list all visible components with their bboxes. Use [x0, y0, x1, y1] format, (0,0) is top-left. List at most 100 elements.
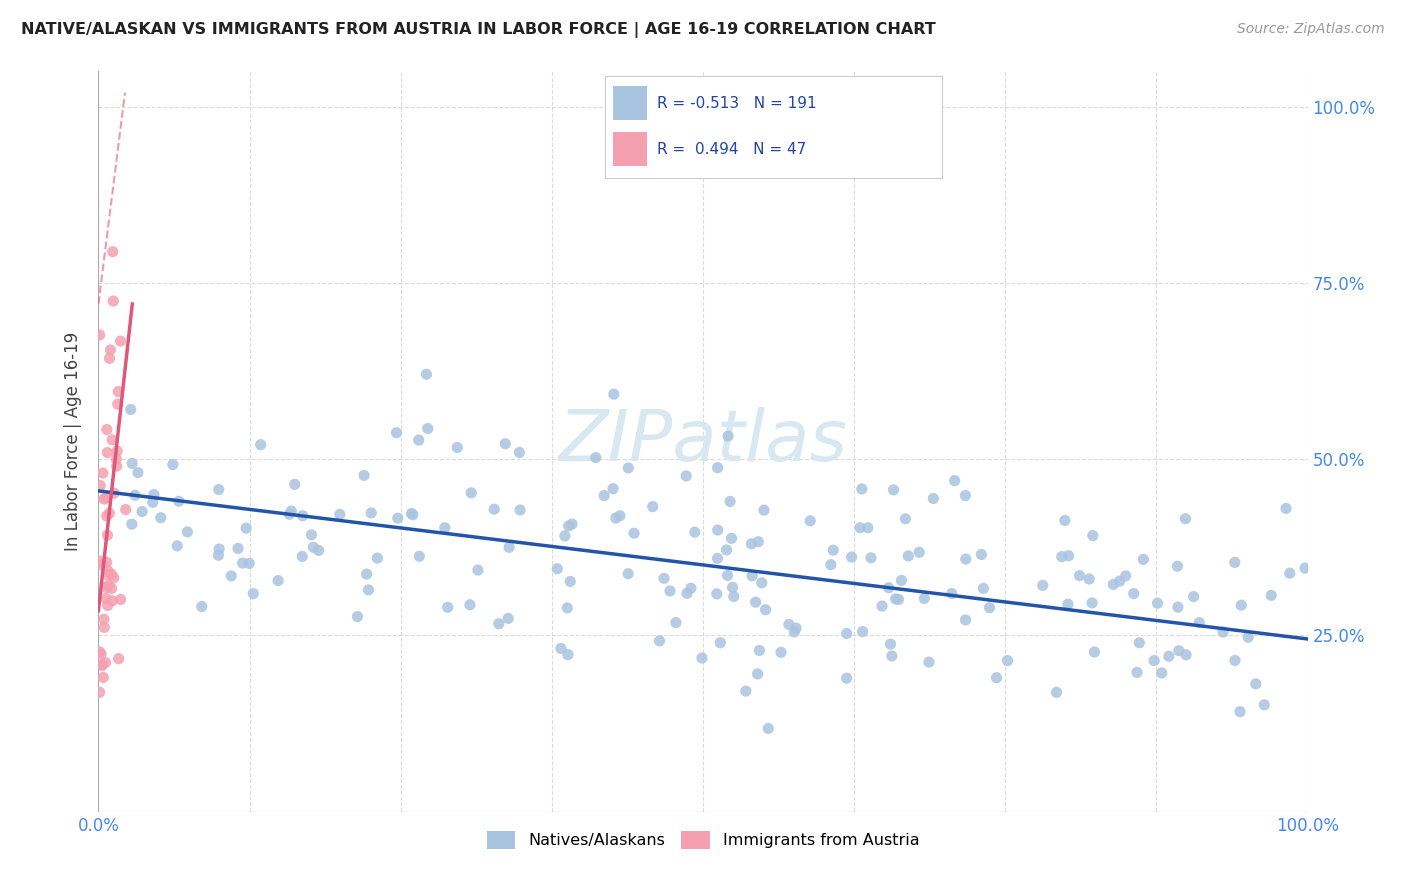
Point [105, 452, 128, 467]
Point [408, 433, 430, 447]
Point [1102, 577, 1125, 591]
Point [91, 670, 114, 684]
Point [943, 474, 966, 488]
Point [1045, 685, 1067, 699]
Point [1157, 649, 1180, 664]
Point [778, 617, 800, 632]
Point [849, 521, 872, 535]
Point [446, 441, 468, 455]
Point [706, 523, 728, 537]
Point [717, 568, 740, 582]
Point [747, 667, 769, 681]
Point [142, 495, 165, 509]
Point [415, 368, 437, 382]
Point [751, 575, 773, 590]
Text: R = -0.513   N = 191: R = -0.513 N = 191 [657, 96, 817, 111]
Point [734, 684, 756, 698]
Point [1032, 578, 1054, 592]
Point [100, 582, 122, 596]
Point [401, 507, 423, 521]
Point [107, 651, 129, 665]
Point [820, 558, 842, 572]
Point [799, 514, 821, 528]
Point [488, 616, 510, 631]
Point [554, 529, 576, 543]
Point [103, 293, 125, 308]
Point [356, 567, 378, 582]
Point [723, 590, 745, 604]
Point [329, 508, 352, 522]
Point [162, 458, 184, 472]
Point [859, 550, 882, 565]
Point [93, 491, 115, 506]
Point [232, 556, 254, 570]
Point [89, 554, 111, 568]
Point [783, 624, 806, 639]
Point [460, 485, 482, 500]
Text: NATIVE/ALASKAN VS IMMIGRANTS FROM AUSTRIA IN LABOR FORCE | AGE 16-19 CORRELATION: NATIVE/ALASKAN VS IMMIGRANTS FROM AUSTRI… [21, 22, 936, 38]
Point [299, 528, 322, 542]
Point [1174, 512, 1197, 526]
Point [98, 506, 121, 520]
Point [741, 569, 763, 583]
Point [387, 511, 409, 525]
Point [852, 624, 875, 639]
Point [870, 599, 893, 613]
Point [93, 620, 115, 634]
Point [658, 584, 681, 599]
Point [997, 654, 1019, 668]
Point [346, 609, 368, 624]
Point [96, 509, 118, 524]
Point [665, 615, 688, 630]
Point [823, 543, 845, 558]
Point [1057, 597, 1080, 611]
Point [679, 581, 702, 595]
Point [416, 421, 439, 435]
Point [1166, 559, 1188, 574]
Point [91, 466, 114, 480]
Point [166, 539, 188, 553]
Point [1223, 555, 1246, 569]
Point [1057, 549, 1080, 563]
Bar [613, 132, 647, 166]
Point [752, 503, 775, 517]
Point [550, 641, 572, 656]
Point [1083, 645, 1105, 659]
Point [1188, 615, 1211, 630]
Point [94, 491, 117, 505]
Point [103, 486, 125, 500]
Point [207, 548, 229, 562]
Point [357, 582, 380, 597]
Point [856, 521, 879, 535]
Point [482, 502, 505, 516]
Point [835, 626, 858, 640]
Point [1182, 590, 1205, 604]
Point [242, 587, 264, 601]
Point [235, 521, 257, 535]
Point [94, 591, 117, 606]
Text: Source: ZipAtlas.com: Source: ZipAtlas.com [1237, 22, 1385, 37]
Point [709, 636, 731, 650]
Point [280, 504, 302, 518]
Point [238, 557, 260, 571]
Point [546, 562, 568, 576]
Point [1294, 561, 1316, 575]
Point [1126, 665, 1149, 680]
Point [706, 587, 728, 601]
Point [249, 438, 271, 452]
Point [841, 550, 863, 565]
Point [97, 564, 120, 578]
Point [96, 528, 118, 542]
Point [882, 483, 904, 497]
Point [226, 541, 249, 556]
Point [97, 567, 120, 582]
Point [96, 555, 118, 569]
Point [1260, 588, 1282, 602]
Point [149, 510, 172, 524]
Point [302, 541, 325, 555]
Point [1108, 574, 1130, 589]
Point [603, 387, 626, 401]
Point [278, 508, 301, 522]
Point [747, 534, 769, 549]
Point [1175, 648, 1198, 662]
